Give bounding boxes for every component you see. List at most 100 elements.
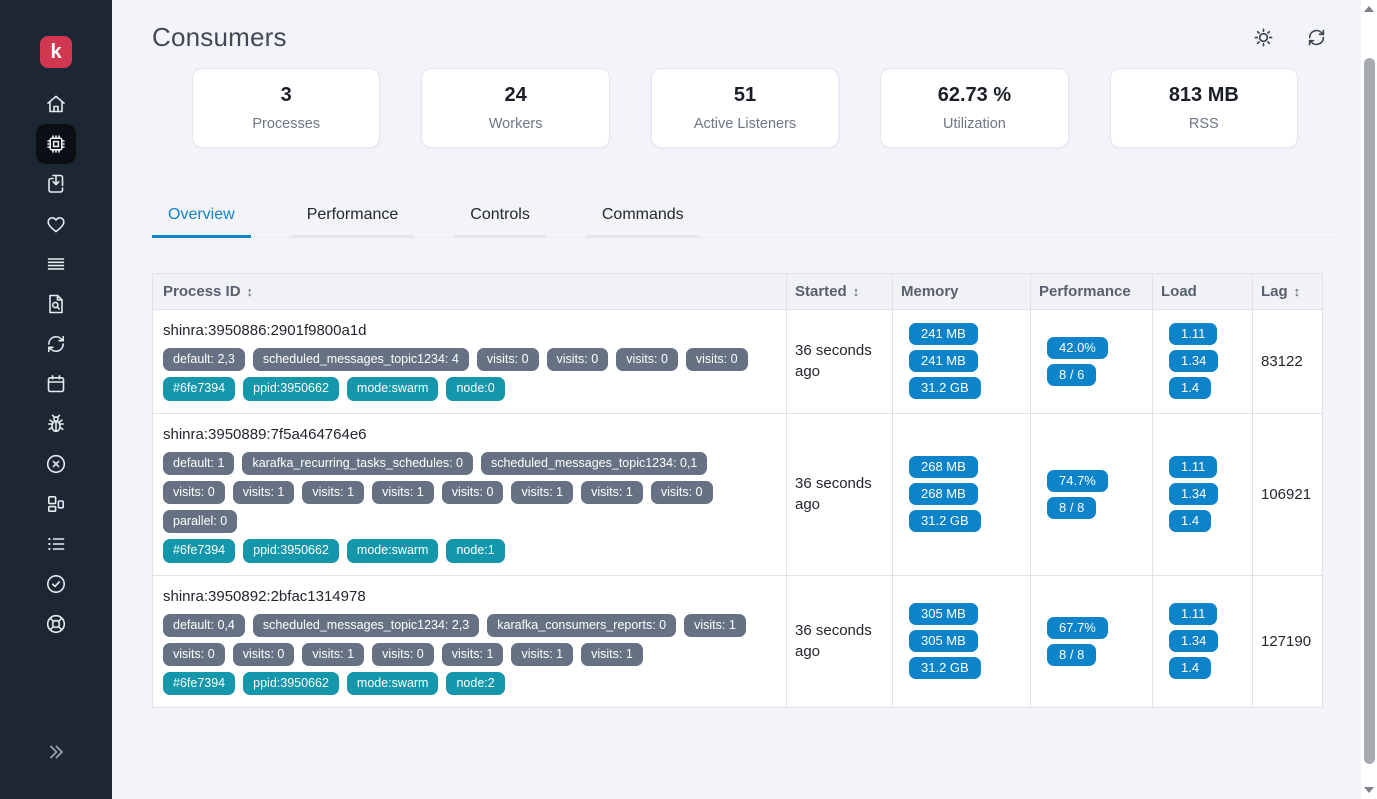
sidebar-item-dashboard[interactable] xyxy=(36,84,76,124)
sidebar-item-probes[interactable] xyxy=(36,404,76,444)
subscription-badges: default: 0,4 scheduled_messages_topic1234… xyxy=(163,613,776,666)
memory-cell: 241 MB 241 MB 31.2 GB xyxy=(892,309,1031,414)
sort-icon[interactable]: ↕ xyxy=(1293,284,1301,299)
subscription-badges: default: 1 karafka_recurring_tasks_schedu… xyxy=(163,451,776,534)
table-row: shinra:3950889:7f5a464764e6 default: 1 kar… xyxy=(152,412,1323,576)
subscription-badge: default: 2,3 xyxy=(163,348,245,372)
process-info-badges: #6fe7394 ppid:3950662 mode:swarm node:2 xyxy=(163,672,776,696)
column-header-process-id[interactable]: Process ID ↕ xyxy=(152,273,787,310)
sun-icon xyxy=(1252,26,1275,49)
load-cell: 1.11 1.34 1.4 xyxy=(1152,412,1253,576)
metric-badge: 1.34 xyxy=(1169,350,1219,373)
tab-overview[interactable]: Overview xyxy=(152,194,251,238)
sidebar-item-routing[interactable] xyxy=(36,244,76,284)
process-id-link[interactable]: shinra:3950892:2bfac1314978 xyxy=(163,587,366,605)
metric-badge: 8 / 6 xyxy=(1047,363,1097,386)
scrollbar-down-arrow-icon[interactable] xyxy=(1364,787,1374,793)
refresh-icon xyxy=(1305,26,1328,49)
subscription-badge: scheduled_messages_topic1234: 4 xyxy=(252,348,469,372)
metric-badge: 67.7% xyxy=(1047,616,1108,639)
sidebar-item-explorer[interactable] xyxy=(36,284,76,324)
tab-commands[interactable]: Commands xyxy=(585,194,700,238)
sort-icon[interactable]: ↕ xyxy=(246,284,254,299)
sidebar-collapse-button[interactable] xyxy=(45,741,67,763)
metric-badge: 8 / 8 xyxy=(1047,643,1097,666)
memory-cell: 268 MB 268 MB 31.2 GB xyxy=(892,412,1031,576)
stat-label: Utilization xyxy=(942,116,1006,132)
page-header: Consumers xyxy=(152,0,1338,56)
sidebar-item-errors[interactable] xyxy=(36,444,76,484)
vertical-scrollbar[interactable] xyxy=(1361,0,1377,799)
column-header-lag[interactable]: Lag ↕ xyxy=(1252,273,1323,310)
sidebar-item-health[interactable] xyxy=(36,204,76,244)
subscription-badge: visits: 0 xyxy=(616,348,678,372)
lag-cell: 127190 xyxy=(1252,574,1323,709)
sidebar: k xyxy=(0,0,112,799)
subscription-badge: visits: 1 xyxy=(302,642,365,666)
stat-value: 51 xyxy=(733,84,757,106)
subscription-badge: karafka_consumers_reports: 0 xyxy=(487,613,677,637)
home-icon xyxy=(44,92,68,116)
subscription-badge: visits: 0 xyxy=(685,348,748,372)
subscription-badge: visits: 1 xyxy=(581,480,643,504)
sidebar-item-jobs[interactable] xyxy=(36,164,76,204)
stat-card-active-listeners: 51 Active Listeners xyxy=(650,68,840,148)
info-badge: ppid:3950662 xyxy=(243,539,339,563)
memory-cell: 305 MB 305 MB 31.2 GB xyxy=(892,574,1031,709)
tab-controls[interactable]: Controls xyxy=(454,194,546,238)
chevrons-right-icon xyxy=(45,741,67,763)
refresh-icon xyxy=(44,332,68,356)
subscription-badge: parallel: 0 xyxy=(163,510,238,534)
list-icon xyxy=(44,532,68,556)
subscription-badge: visits: 1 xyxy=(302,480,365,504)
sidebar-item-support[interactable] xyxy=(36,604,76,644)
info-badge: #6fe7394 xyxy=(163,539,236,563)
app-logo[interactable]: k xyxy=(40,36,72,68)
refresh-button[interactable] xyxy=(1305,26,1328,49)
sidebar-nav xyxy=(36,84,76,644)
performance-cell: 42.0% 8 / 6 xyxy=(1030,309,1153,414)
theme-toggle-button[interactable] xyxy=(1252,26,1275,49)
sidebar-item-consumers[interactable] xyxy=(36,124,76,164)
subscription-badge: visits: 1 xyxy=(684,613,746,637)
metric-badge: 1.11 xyxy=(1169,456,1218,478)
info-badge: mode:swarm xyxy=(346,539,439,563)
tab-performance[interactable]: Performance xyxy=(290,194,415,238)
info-badge: mode:swarm xyxy=(346,377,439,401)
info-badge: ppid:3950662 xyxy=(243,377,339,401)
metric-badge: 1.4 xyxy=(1169,657,1212,680)
sidebar-item-status[interactable] xyxy=(36,564,76,604)
column-header-started[interactable]: Started ↕ xyxy=(786,273,893,310)
column-header-load: Load xyxy=(1152,273,1253,310)
sidebar-item-cluster[interactable] xyxy=(36,484,76,524)
process-info-badges: #6fe7394 ppid:3950662 mode:swarm node:1 xyxy=(163,539,776,563)
subscription-badge: visits: 0 xyxy=(372,642,434,666)
process-id-link[interactable]: shinra:3950886:2901f9800a1d xyxy=(163,322,367,339)
metric-badge: 31.2 GB xyxy=(909,510,981,532)
metric-badge: 305 MB xyxy=(909,630,978,653)
sort-icon[interactable]: ↕ xyxy=(852,284,860,299)
inbox-down-icon xyxy=(44,172,68,196)
metric-badge: 1.11 xyxy=(1169,603,1218,626)
sidebar-item-scheduled-messages[interactable] xyxy=(36,364,76,404)
document-search-icon xyxy=(44,292,68,316)
process-id-link[interactable]: shinra:3950889:7f5a464764e6 xyxy=(163,425,367,443)
lifebuoy-icon xyxy=(44,612,68,636)
subscription-badge: visits: 0 xyxy=(232,642,295,666)
info-badge: #6fe7394 xyxy=(163,672,236,696)
scrollbar-up-arrow-icon[interactable] xyxy=(1364,6,1374,12)
sidebar-item-recurring-tasks[interactable] xyxy=(36,324,76,364)
load-cell: 1.11 1.34 1.4 xyxy=(1152,574,1253,709)
performance-cell: 74.7% 8 / 8 xyxy=(1030,412,1153,576)
page-title: Consumers xyxy=(152,21,287,52)
consumers-table: Process ID ↕ Started ↕ Memory Performance Load… xyxy=(152,273,1323,709)
column-header-performance: Performance xyxy=(1030,273,1153,310)
sidebar-item-topics[interactable] xyxy=(36,524,76,564)
metric-badge: 1.4 xyxy=(1169,510,1212,532)
subscription-badge: scheduled_messages_topic1234: 2,3 xyxy=(252,613,480,637)
column-header-memory: Memory xyxy=(892,273,1031,310)
subscription-badge: visits: 1 xyxy=(581,642,643,666)
stat-card-workers: 24 Workers xyxy=(421,68,610,148)
subscription-badge: visits: 0 xyxy=(441,480,504,504)
scrollbar-thumb[interactable] xyxy=(1363,58,1375,764)
